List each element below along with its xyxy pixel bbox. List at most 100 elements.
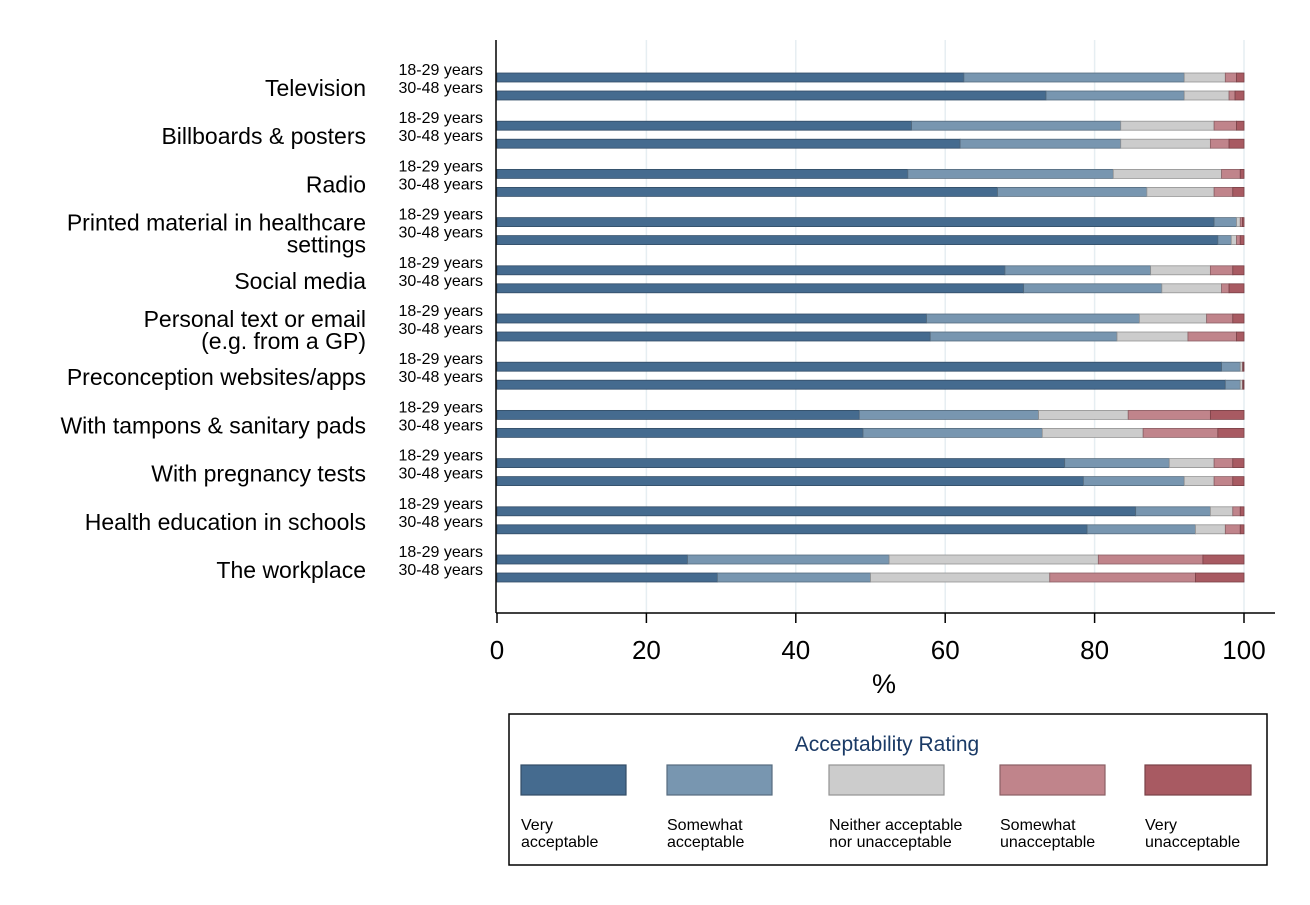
bar-segment — [496, 235, 1219, 246]
category-label: Radio — [306, 171, 366, 197]
bar-segment — [1236, 217, 1241, 228]
legend-entry-label: nor unacceptable — [829, 834, 952, 851]
legend-entry-label: unacceptable — [1145, 834, 1240, 851]
legend: Acceptability RatingVeryacceptableSomewh… — [508, 713, 1268, 866]
category-label: Social media — [234, 268, 366, 294]
category-label: Television — [265, 75, 366, 101]
x-tick-label: 100 — [1222, 635, 1265, 665]
bar-segment — [1213, 458, 1234, 469]
bar-segment — [1041, 427, 1144, 438]
category-label: Printed material in healthcare — [67, 210, 366, 236]
bar-segment — [1234, 90, 1245, 101]
axes: 0 20 40 60 80 100% — [490, 40, 1275, 699]
category-label: The workplace — [216, 557, 366, 583]
bar-segment — [1183, 72, 1226, 83]
bar-segment — [496, 265, 1006, 276]
bar-segment — [1187, 331, 1237, 342]
bar-segment — [1139, 313, 1208, 324]
bar-segment — [1146, 186, 1215, 197]
bar-segment — [1195, 572, 1245, 583]
bar-segment — [496, 313, 927, 324]
category-label: Health education in schools — [85, 509, 366, 535]
x-axis-title: % — [872, 669, 896, 699]
legend-entry-label: Very — [1145, 817, 1177, 834]
bar-segment — [1236, 331, 1245, 342]
category-label: Preconception websites/apps — [67, 364, 366, 390]
bar-segment — [1064, 458, 1170, 469]
x-tick-label: 20 — [632, 635, 661, 665]
bar-segment — [496, 120, 912, 131]
bar-segment — [496, 138, 961, 149]
bar-segment — [1224, 379, 1241, 390]
bar-segment — [997, 186, 1148, 197]
bar-segment — [1004, 265, 1152, 276]
bar-segment — [1217, 235, 1232, 246]
x-tick-label: 0 — [490, 635, 504, 665]
bar-segment — [963, 72, 1185, 83]
bar-segment — [496, 90, 1047, 101]
legend-title: Acceptability Rating — [795, 733, 979, 756]
bar-segment — [496, 217, 1215, 228]
bar-segment — [1224, 524, 1241, 535]
bar-segment — [496, 72, 965, 83]
group-label: 18-29 years — [399, 351, 484, 368]
legend-entry-label: unacceptable — [1000, 834, 1095, 851]
bar-segment — [1232, 458, 1245, 469]
bar-segment — [888, 554, 1099, 565]
bar-segment — [496, 409, 860, 420]
bar-segment — [1183, 90, 1230, 101]
bar-segment — [1228, 138, 1245, 149]
bar-segment — [1161, 283, 1222, 294]
legend-swatch — [999, 764, 1106, 796]
bar-segment — [1221, 283, 1230, 294]
group-label: 18-29 years — [399, 496, 484, 513]
bar-segment — [1209, 506, 1234, 517]
bar-segment — [858, 409, 1039, 420]
bar-segment — [1239, 168, 1245, 179]
category-label: (e.g. from a GP) — [201, 328, 366, 354]
group-label: 30-48 years — [399, 80, 484, 97]
bar-segment — [1097, 554, 1204, 565]
bar-segment — [1224, 72, 1237, 83]
bar-segment — [1213, 120, 1237, 131]
bar-segment — [1242, 379, 1245, 390]
category-label: settings — [287, 232, 366, 258]
group-label: 18-29 years — [399, 207, 484, 224]
bar-segment — [911, 120, 1122, 131]
bar-segment — [1206, 313, 1234, 324]
bar-segment — [1049, 572, 1196, 583]
bar-segment — [687, 554, 890, 565]
bars — [496, 72, 1245, 583]
group-label: 30-48 years — [399, 225, 484, 242]
group-label: 18-29 years — [399, 303, 484, 320]
x-tick-label: 60 — [931, 635, 960, 665]
bar-segment — [1038, 409, 1129, 420]
bar-segment — [1150, 265, 1211, 276]
group-label: 18-29 years — [399, 110, 484, 127]
bar-segment — [926, 313, 1140, 324]
category-label: Billboards & posters — [161, 123, 366, 149]
bar-segment — [1221, 361, 1241, 372]
bar-segment — [1183, 476, 1215, 487]
bar-segment — [1086, 524, 1196, 535]
bar-segment — [1239, 235, 1245, 246]
bar-segment — [496, 168, 909, 179]
category-label: Personal text or email — [144, 306, 366, 332]
legend-swatch — [1144, 764, 1252, 796]
bar-segment — [496, 186, 998, 197]
bar-segment — [1239, 506, 1245, 517]
group-label: 30-48 years — [399, 417, 484, 434]
legend-swatch — [666, 764, 773, 796]
legend-entry-label: acceptable — [521, 834, 598, 851]
bar-segment — [496, 427, 864, 438]
bar-segment — [1232, 265, 1245, 276]
bar-segment — [496, 554, 688, 565]
bar-segment — [1213, 186, 1234, 197]
bar-segment — [716, 572, 871, 583]
bar-segment — [1213, 217, 1237, 228]
bar-segment — [496, 476, 1084, 487]
group-label: 30-48 years — [399, 128, 484, 145]
bar-segment — [1209, 409, 1245, 420]
